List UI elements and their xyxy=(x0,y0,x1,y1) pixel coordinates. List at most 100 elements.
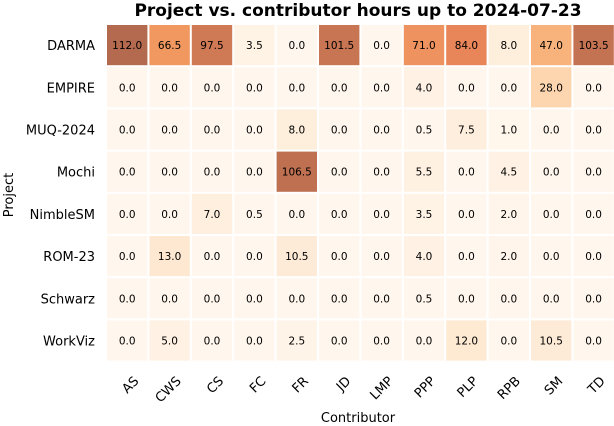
heatmap-cell xyxy=(234,109,275,150)
x-tick-label: TD xyxy=(585,374,609,398)
heatmap-cell xyxy=(531,67,572,108)
cell-value-label: 3.5 xyxy=(246,40,263,52)
heatmap-cell xyxy=(531,236,572,277)
heatmap-cell xyxy=(149,236,190,277)
heatmap-cell xyxy=(446,67,487,108)
cell-value-label: 0.0 xyxy=(416,336,433,348)
heatmap-cell xyxy=(191,151,233,192)
heatmap-cell xyxy=(488,193,529,234)
cell-value-label: 0.0 xyxy=(161,125,178,137)
cell-value-label: 8.0 xyxy=(288,125,305,137)
heatmap-cell xyxy=(107,25,148,66)
heatmap-cell xyxy=(361,67,402,108)
cell-value-label: 0.0 xyxy=(500,293,517,305)
heatmap-cell xyxy=(276,320,317,361)
cell-value-label: 0.0 xyxy=(543,209,560,221)
cell-value-label: 0.0 xyxy=(204,167,221,179)
heatmap-cell xyxy=(446,193,487,234)
heatmap-cell xyxy=(446,151,487,192)
heatmap-cell xyxy=(361,236,402,277)
cell-value-label: 0.0 xyxy=(585,82,602,94)
cell-value-label: 0.0 xyxy=(331,167,348,179)
y-axis-label: Project xyxy=(2,173,17,217)
cell-value-label: 0.0 xyxy=(458,82,475,94)
cell-value-label: 101.5 xyxy=(324,40,354,52)
cell-value-label: 97.5 xyxy=(200,40,223,52)
cell-value-label: 0.0 xyxy=(119,293,136,305)
cell-value-label: 0.0 xyxy=(458,293,475,305)
cell-value-label: 0.0 xyxy=(585,209,602,221)
cell-value-label: 0.0 xyxy=(119,167,136,179)
heatmap-cell xyxy=(361,151,402,192)
cell-value-label: 0.0 xyxy=(119,125,136,137)
cell-value-label: 0.0 xyxy=(331,125,348,137)
cell-value-label: 10.5 xyxy=(285,251,308,263)
heatmap-cell xyxy=(488,236,529,277)
cell-value-label: 0.0 xyxy=(119,336,136,348)
heatmap-cell xyxy=(319,67,360,108)
heatmap-cell xyxy=(488,320,529,361)
cell-value-label: 7.5 xyxy=(458,125,475,137)
cell-value-label: 112.0 xyxy=(112,40,142,52)
y-tick-label: DARMA xyxy=(47,39,95,54)
cell-value-label: 0.0 xyxy=(543,125,560,137)
cell-value-label: 0.0 xyxy=(331,209,348,221)
cell-value-label: 0.0 xyxy=(585,251,602,263)
heatmap-cell xyxy=(319,236,360,277)
heatmap-cell xyxy=(573,151,614,192)
cell-value-label: 0.0 xyxy=(246,336,263,348)
heatmap-cell xyxy=(361,193,402,234)
cell-value-label: 12.0 xyxy=(455,336,478,348)
cell-value-label: 0.0 xyxy=(543,293,560,305)
cell-value-label: 4.0 xyxy=(416,251,433,263)
cell-value-label: 0.0 xyxy=(161,82,178,94)
heatmap-cell xyxy=(488,67,529,108)
heatmap-cell xyxy=(573,67,614,108)
chart-title: Project vs. contributor hours up to 2024… xyxy=(134,1,581,21)
heatmap-cell xyxy=(319,278,360,319)
x-tick-labels: AS CWS CS FC FR JD LMP PPP PLP RPB SM TD xyxy=(120,374,609,406)
cell-value-label: 0.0 xyxy=(373,82,390,94)
cell-value-label: 13.0 xyxy=(158,251,181,263)
x-tick-label: CS xyxy=(204,374,227,397)
cell-value-label: 0.0 xyxy=(373,125,390,137)
cell-value-label: 0.0 xyxy=(331,82,348,94)
cell-value-label: 0.0 xyxy=(119,251,136,263)
heatmap-cell xyxy=(446,109,487,150)
x-tick-label: RPB xyxy=(495,374,524,403)
heatmap-cell xyxy=(573,236,614,277)
cell-value-label: 0.0 xyxy=(373,40,390,52)
heatmap-cell xyxy=(191,236,233,277)
cell-value-label: 0.0 xyxy=(204,125,221,137)
cell-value-label: 0.0 xyxy=(288,293,305,305)
x-tick-label: FR xyxy=(290,374,312,396)
cell-value-label: 0.0 xyxy=(119,82,136,94)
heatmap-cell xyxy=(149,25,190,66)
y-tick-labels: DARMA EMPIRE MUQ-2024 Mochi NimbleSM ROM-23 Sc… xyxy=(26,39,95,349)
cell-value-label: 0.0 xyxy=(246,167,263,179)
cell-value-label: 0.0 xyxy=(373,293,390,305)
cell-value-label: 66.5 xyxy=(158,40,181,52)
heatmap-cell xyxy=(149,67,190,108)
cell-value-label: 5.0 xyxy=(161,336,178,348)
heatmap-cell xyxy=(276,151,317,192)
heatmap-cell xyxy=(191,320,233,361)
cell-value-label: 0.0 xyxy=(246,82,263,94)
heatmap-cell xyxy=(573,193,614,234)
heatmap-cell xyxy=(531,25,572,66)
x-tick-label: PPP xyxy=(412,374,439,401)
heatmap-cell xyxy=(191,278,233,319)
cell-value-label: 4.0 xyxy=(416,82,433,94)
heatmap-cell xyxy=(403,278,445,319)
cell-value-label: 103.5 xyxy=(579,40,609,52)
cell-value-label: 3.5 xyxy=(416,209,433,221)
cell-value-label: 0.0 xyxy=(161,293,178,305)
heatmap-cell xyxy=(446,278,487,319)
cell-value-label: 5.5 xyxy=(416,167,433,179)
cell-value-label: 0.0 xyxy=(204,251,221,263)
heatmap-cell xyxy=(191,193,233,234)
heatmap-cell xyxy=(531,193,572,234)
cell-value-label: 0.0 xyxy=(246,293,263,305)
cell-value-label: 0.0 xyxy=(373,251,390,263)
heatmap-cell xyxy=(107,109,148,150)
